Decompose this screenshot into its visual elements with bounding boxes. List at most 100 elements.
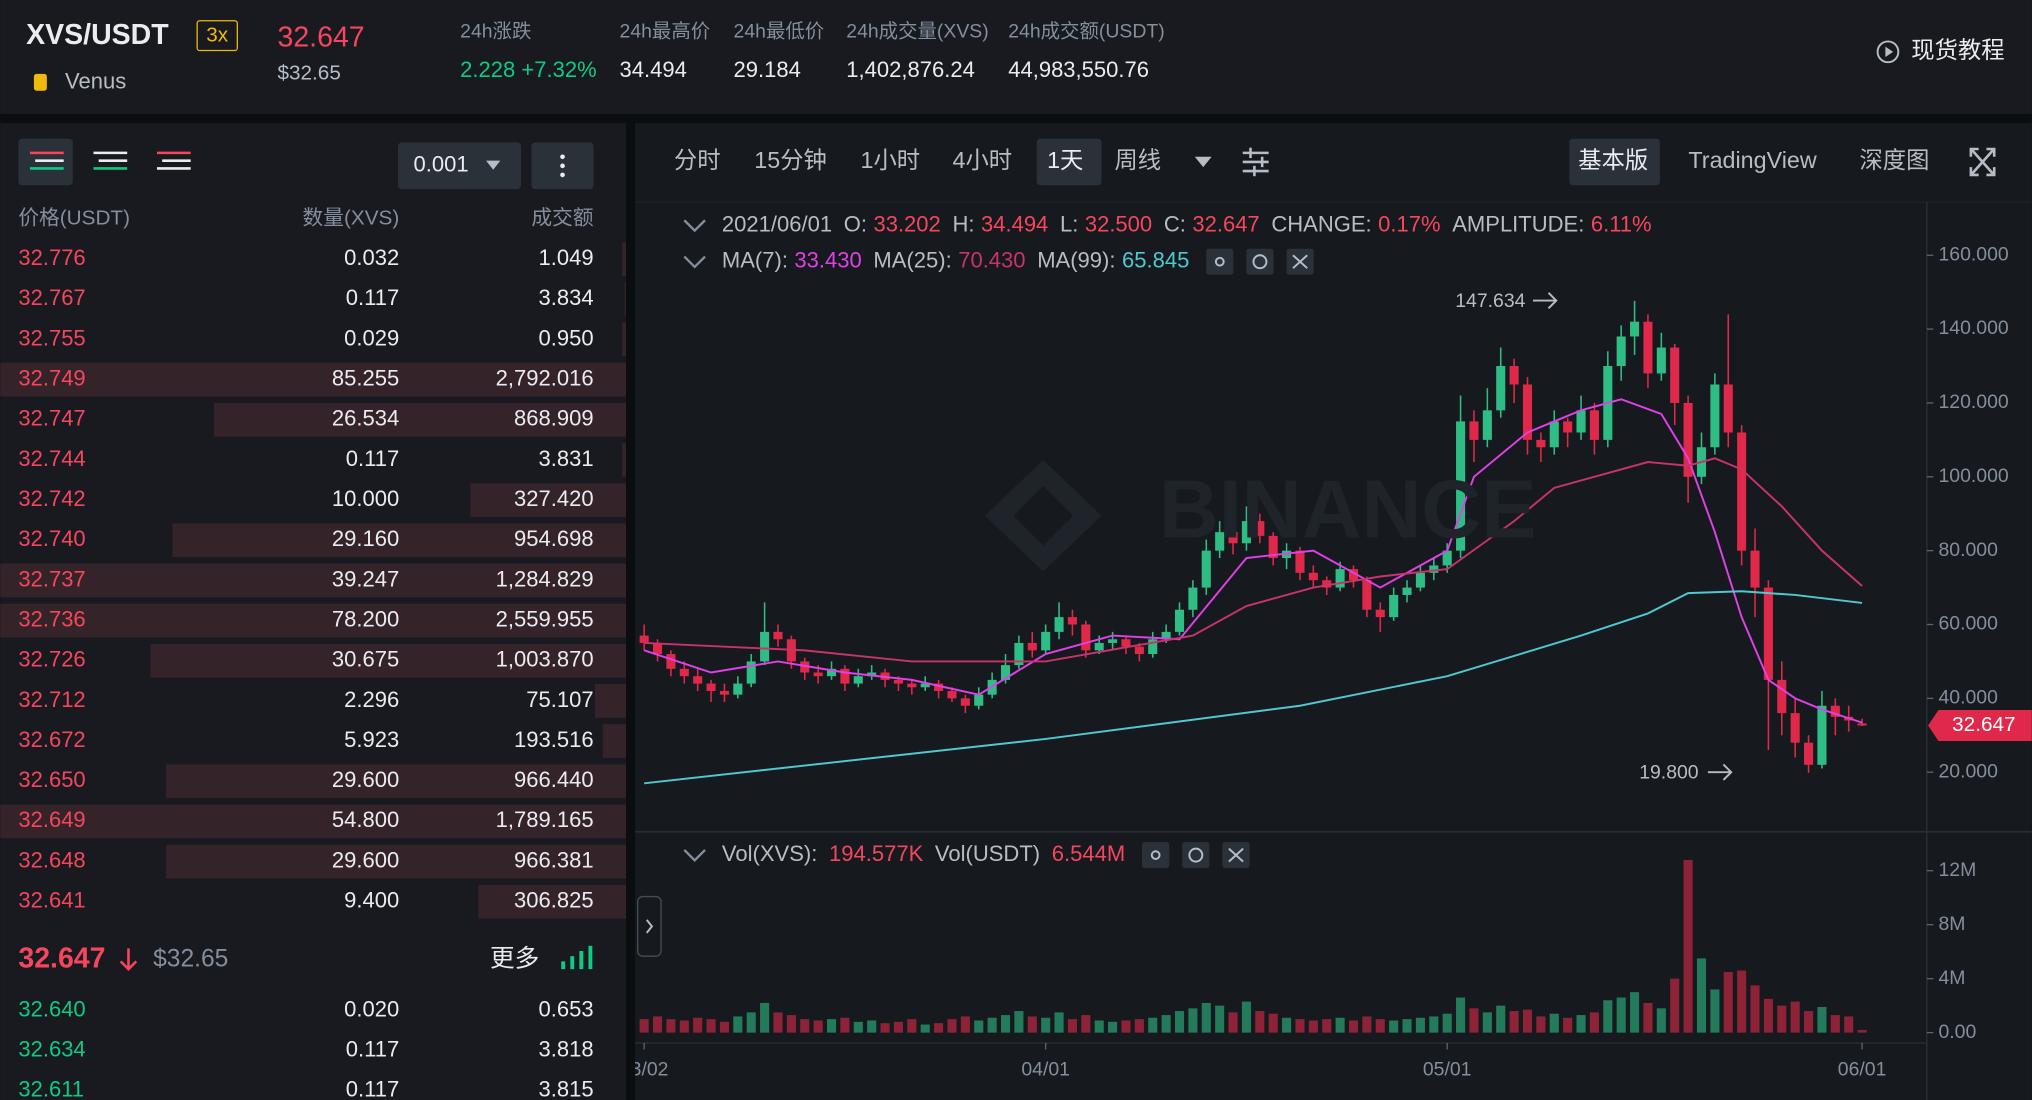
collapse-button[interactable] <box>637 895 662 957</box>
legend-toggle[interactable] <box>683 219 706 233</box>
interval[interactable]: 15分钟 <box>754 147 827 173</box>
ask-price[interactable]: 32.737 <box>18 566 85 591</box>
view-tab[interactable]: 基本版 <box>1578 147 1648 173</box>
bids: 32.640 0.020 0.653 32.634 0.117 3.818 32.611 0.… <box>18 996 593 1100</box>
candle-body <box>639 635 649 643</box>
candle-body <box>840 668 850 684</box>
volume-bar <box>1522 1009 1533 1033</box>
view-tab[interactable]: 深度图 <box>1859 147 1929 173</box>
ask-price[interactable]: 32.648 <box>18 847 85 872</box>
volume-bar <box>1161 1015 1171 1033</box>
bid-price[interactable]: 32.611 <box>18 1077 84 1100</box>
volume-bar <box>1054 1012 1064 1033</box>
interval-caret[interactable] <box>1194 156 1212 168</box>
bid-total: 3.818 <box>539 1037 594 1062</box>
volume-bar <box>813 1020 823 1033</box>
depth-bar <box>0 563 627 598</box>
volume-bar <box>1362 1016 1372 1033</box>
candle-body <box>974 694 984 706</box>
ask-total: 306.825 <box>514 888 594 913</box>
ask-price[interactable]: 32.736 <box>18 606 85 631</box>
bid-price[interactable]: 32.640 <box>18 996 85 1021</box>
ask-amount: 85.255 <box>332 365 399 390</box>
ask-price[interactable]: 32.744 <box>18 446 85 471</box>
annotation-arrow <box>1532 292 1558 310</box>
ask-total: 954.698 <box>514 526 594 551</box>
ask-price[interactable]: 32.641 <box>18 888 85 913</box>
indicator-settings[interactable] <box>1242 147 1269 177</box>
ask-price[interactable]: 32.747 <box>18 406 85 431</box>
legend-toggle[interactable] <box>683 255 706 269</box>
interval[interactable]: 1天 <box>1047 147 1083 173</box>
legend-icon[interactable] <box>1182 842 1210 869</box>
volume-bar <box>1215 1005 1225 1033</box>
legend-toggle[interactable] <box>683 849 706 862</box>
precision-dropdown[interactable] <box>397 142 522 190</box>
ask-price[interactable]: 32.740 <box>18 526 85 551</box>
candle-body <box>1563 421 1573 433</box>
ask-total: 966.381 <box>514 847 594 872</box>
ask-amount: 0.117 <box>346 446 399 471</box>
legend-icon[interactable] <box>1206 248 1234 275</box>
volume-bar <box>1830 1015 1840 1033</box>
candle-body <box>1308 572 1318 581</box>
ask-price[interactable]: 32.726 <box>18 647 85 672</box>
ask-price[interactable]: 32.650 <box>18 767 85 792</box>
volume-bar <box>1255 1011 1265 1033</box>
ask-price[interactable]: 32.776 <box>18 245 85 270</box>
legend-text: Vol(USDT) <box>935 841 1040 866</box>
ask-price[interactable]: 32.749 <box>18 365 85 390</box>
volume-bar <box>1228 1012 1238 1033</box>
legend-icon[interactable] <box>1246 248 1274 275</box>
volume-bar <box>920 1024 930 1033</box>
tutorial-link[interactable]: 现货教程 <box>1911 37 2004 63</box>
candle-body <box>1228 532 1238 544</box>
ask-price[interactable]: 32.649 <box>18 807 85 832</box>
volume-bar <box>1201 1002 1211 1033</box>
x-tick-label: 06/01 <box>1838 1058 1887 1080</box>
stat-value: 44,983,550.76 <box>1008 57 1149 82</box>
volume-bar <box>1322 1019 1332 1033</box>
ask-price[interactable]: 32.767 <box>18 285 85 310</box>
interval[interactable]: 分时 <box>674 147 721 173</box>
volume-bar <box>1014 1011 1024 1033</box>
volume-bar <box>1844 1016 1854 1033</box>
tutorial-icon <box>1876 40 1900 64</box>
more-link[interactable]: 更多 <box>490 945 539 973</box>
coin-name[interactable]: Venus <box>65 69 126 94</box>
candle-body <box>1790 713 1800 743</box>
candle-body <box>1456 421 1466 551</box>
depth-bar <box>624 282 627 317</box>
legend-text: 33.430 <box>794 248 861 273</box>
legend-icon[interactable] <box>1142 842 1170 869</box>
candle-body <box>1830 705 1840 717</box>
candle-body <box>1081 624 1091 651</box>
stat-value: 29.184 <box>734 57 801 82</box>
volume-bar <box>1603 1000 1613 1033</box>
volume-bar <box>1148 1017 1158 1033</box>
candle-body <box>1041 631 1051 651</box>
vol-tick-label: 8M <box>1938 913 1965 935</box>
ask-price[interactable]: 32.672 <box>18 727 85 752</box>
candle-body <box>1643 321 1653 374</box>
volume-bar <box>1442 1013 1452 1033</box>
interval[interactable]: 4小时 <box>953 147 1013 173</box>
fullscreen[interactable] <box>1969 147 1996 177</box>
bid-price[interactable]: 32.634 <box>18 1037 85 1062</box>
volume-bar <box>760 1002 770 1033</box>
interval[interactable]: 周线 <box>1114 147 1161 173</box>
ask-price[interactable]: 32.712 <box>18 687 85 712</box>
ask-price[interactable]: 32.755 <box>18 325 85 350</box>
stat-value: 1,402,876.24 <box>846 57 975 82</box>
interval[interactable]: 1小时 <box>861 147 921 173</box>
depth-bar <box>166 844 627 879</box>
pair[interactable]: XVS/USDT <box>26 19 169 51</box>
ask-total: 193.516 <box>514 727 594 752</box>
view-tab[interactable]: TradingView <box>1688 147 1816 173</box>
candle-body <box>1415 572 1425 588</box>
volume-bar <box>1094 1020 1104 1033</box>
watermark: BINANCE <box>1159 463 1537 556</box>
price-tag-label: 32.647 <box>1952 713 2015 736</box>
ask-price[interactable]: 32.742 <box>18 486 85 511</box>
down-arrow <box>119 948 138 971</box>
